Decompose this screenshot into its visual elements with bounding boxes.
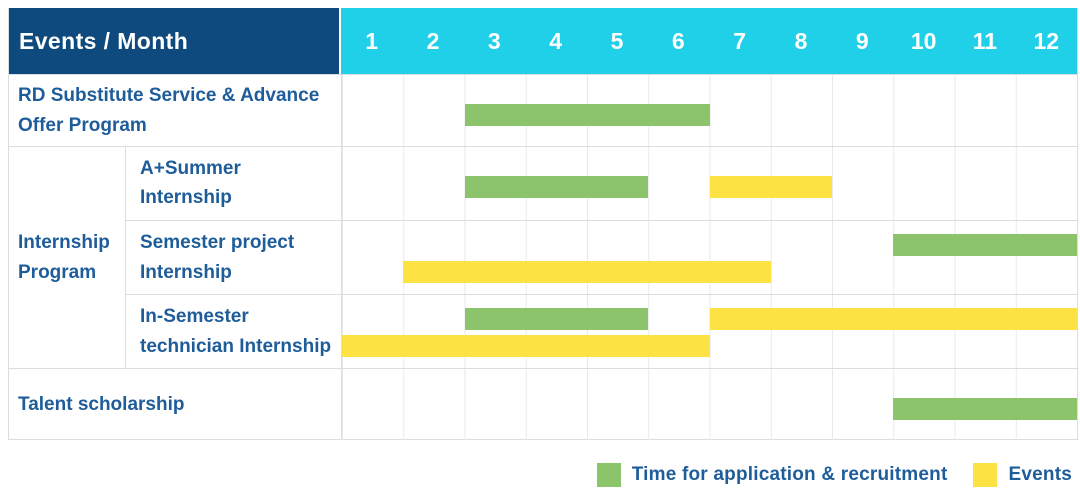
gantt-row: Semester project Internship [125, 219, 1077, 295]
month-header-8: 8 [794, 27, 808, 54]
group-row: Talent scholarship [9, 368, 1077, 440]
month-header-4: 4 [549, 27, 563, 54]
group-rows: A+Summer Internship Semester project Inte… [125, 147, 1077, 368]
bar-event-month-7-to-12 [709, 308, 1077, 331]
month-header-2: 2 [426, 27, 440, 54]
legend: Time for application & recruitment Events [596, 462, 1072, 488]
gantt-row [341, 369, 1077, 440]
group-rows [341, 369, 1077, 440]
legend-item-application: Time for application & recruitment [596, 463, 948, 487]
bar-application-month-10-to-12 [893, 397, 1077, 420]
month-header-1: 1 [365, 27, 379, 54]
month-grid [341, 220, 1077, 295]
group-label: RD Substitute Service & Advance Offer Pr… [18, 85, 320, 136]
group-row: Internship Program A+Summer Internship Sem… [9, 146, 1077, 368]
table-body: RD Substitute Service & Advance Offer Pr… [9, 74, 1077, 440]
row-sublabel: A+Summer Internship [125, 147, 341, 220]
events-month-table: Events / Month 1 2 3 4 5 6 7 8 9 10 11 12 RD Substi… [8, 8, 1078, 440]
month-header-6: 6 [671, 27, 685, 54]
group-label: Talent scholarship [18, 393, 185, 415]
month-header-11: 11 [972, 27, 998, 54]
month-header-12: 12 [1033, 27, 1060, 54]
bar-event-month-1-to-6 [342, 335, 710, 358]
month-grid [341, 295, 1077, 368]
group-row: RD Substitute Service & Advance Offer Pr… [9, 74, 1077, 146]
row-sublabel: Semester project Internship [125, 220, 341, 295]
bar-application-month-3-to-5 [464, 176, 649, 199]
bar-application-month-3-to-5 [464, 308, 649, 331]
month-grid [341, 75, 1077, 146]
group-rows [341, 75, 1077, 146]
month-header-3: 3 [487, 27, 501, 54]
month-header-9: 9 [855, 27, 869, 54]
table-header-row: Events / Month 1 2 3 4 5 6 7 8 9 10 11 12 [9, 8, 1077, 74]
legend-label: Events [1008, 464, 1072, 485]
bar-application-month-10-to-12 [893, 233, 1077, 256]
month-header-5: 5 [610, 27, 624, 54]
month-header-7: 7 [733, 27, 747, 54]
month-grid [341, 147, 1077, 220]
events-month-header-cell: Events / Month [9, 8, 341, 74]
row-sublabel: In-Semester technician Internship [125, 295, 341, 368]
month-number-header: 1 2 3 4 5 6 7 8 9 10 11 12 [341, 8, 1077, 74]
bar-event-month-2-to-7 [403, 260, 771, 283]
bar-event-month-7-to-8 [709, 176, 832, 199]
month-header-10: 10 [910, 27, 937, 54]
month-grid [341, 369, 1077, 440]
gantt-row: A+Summer Internship [125, 147, 1077, 220]
gantt-row [341, 75, 1077, 146]
gantt-row: In-Semester technician Internship [125, 294, 1077, 368]
yellow-swatch-icon [973, 463, 998, 487]
bar-application-month-3-to-6 [464, 103, 710, 126]
green-swatch-icon [596, 463, 621, 487]
group-label: Internship Program [18, 232, 110, 283]
legend-item-event: Events [973, 463, 1072, 487]
legend-label: Time for application & recruitment [631, 464, 948, 485]
